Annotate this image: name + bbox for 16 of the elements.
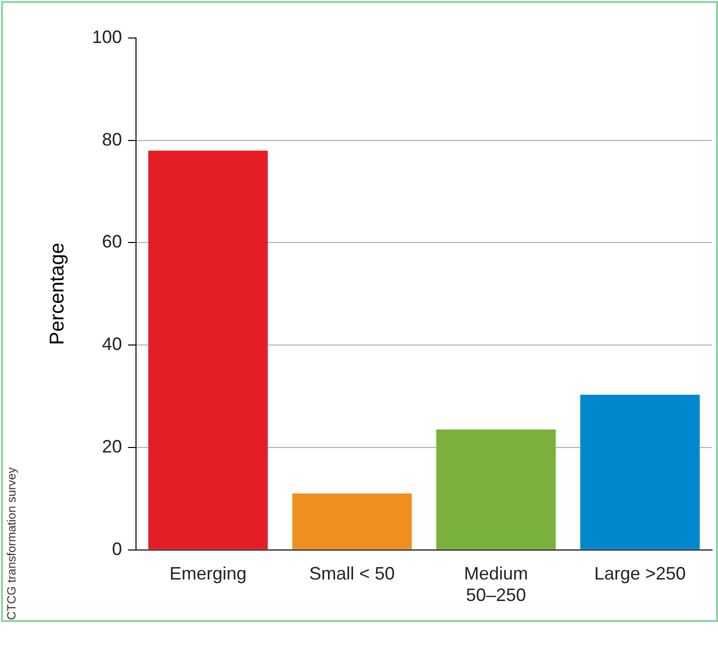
bar — [148, 150, 268, 550]
y-tick-label: 80 — [102, 129, 122, 150]
y-tick-label: 100 — [92, 26, 122, 47]
x-tick-label: Large >250 — [594, 564, 686, 584]
text: CTCG transformation survey — [4, 467, 18, 620]
y-tick-label: 0 — [112, 538, 122, 559]
bar — [436, 430, 556, 550]
y-tick-label: 40 — [102, 334, 122, 354]
y-axis-title: Percentage — [46, 242, 69, 346]
bar — [292, 494, 412, 550]
y-tick-label: 60 — [102, 232, 122, 252]
bar — [580, 394, 700, 550]
y-tick-label: 20 — [102, 436, 122, 456]
x-tick-label: Small < 50 — [309, 564, 395, 584]
x-tick-label: Emerging — [170, 564, 247, 584]
x-tick-label: Medium 50–250 — [464, 564, 528, 606]
